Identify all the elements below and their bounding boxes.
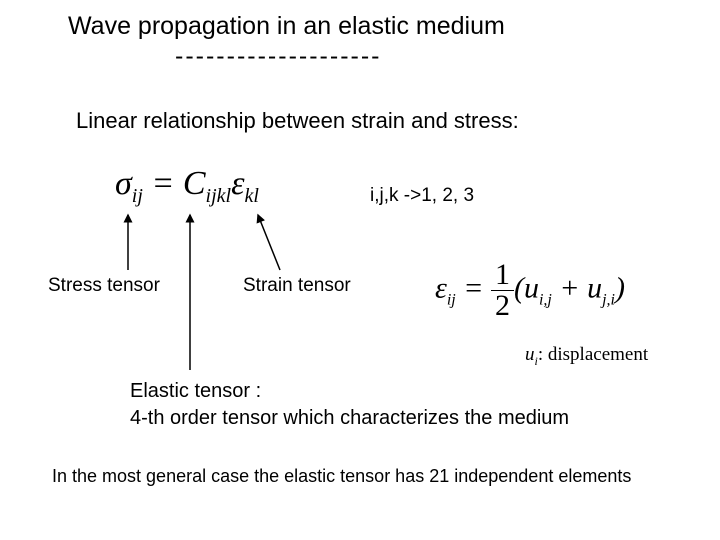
displacement-text: : displacement [538,344,648,365]
sigma-sub: ij [132,185,143,207]
one-half-fraction: 12 [491,260,514,321]
sigma-symbol: σ [115,165,132,202]
u-var: u [525,344,535,365]
u1-sub: i,j [539,291,552,308]
fraction-num: 1 [491,260,514,291]
strain-tensor-label: Strain tensor [243,275,351,297]
C-sub: ijkl [206,185,232,207]
equals2: = [456,271,491,304]
C-symbol: C [183,165,206,202]
plus: + [552,271,587,304]
u1: u [524,271,539,304]
epsilon2-sub: ij [447,291,456,308]
epsilon-symbol: ε [231,165,244,202]
equals: = [143,165,183,202]
page-title: Wave propagation in an elastic medium [68,12,505,41]
left-paren: ( [514,271,524,304]
strain-definition-equation: εij = 12(ui,j + uj,i) [435,260,625,321]
linear-relationship-text: Linear relationship between strain and s… [76,108,519,134]
stress-tensor-label: Stress tensor [48,275,160,297]
u2: u [587,271,602,304]
index-range: i,j,k ->1, 2, 3 [370,185,474,207]
epsilon2-symbol: ε [435,271,447,304]
elastic-tensor-text: Elastic tensor : 4-th order tensor which… [130,378,569,432]
elastic-line1: Elastic tensor : [130,378,569,405]
displacement-label: ui: displacement [525,344,648,369]
stress-strain-equation: σij = Cijklεkl [115,165,259,208]
title-dashes: -------------------- [175,42,382,71]
u2-sub: j,i [602,291,615,308]
fraction-den: 2 [491,291,514,321]
general-case-text: In the most general case the elastic ten… [52,466,631,487]
elastic-line2: 4-th order tensor which characterizes th… [130,405,569,432]
right-paren: ) [615,271,625,304]
epsilon-sub: kl [245,185,259,207]
